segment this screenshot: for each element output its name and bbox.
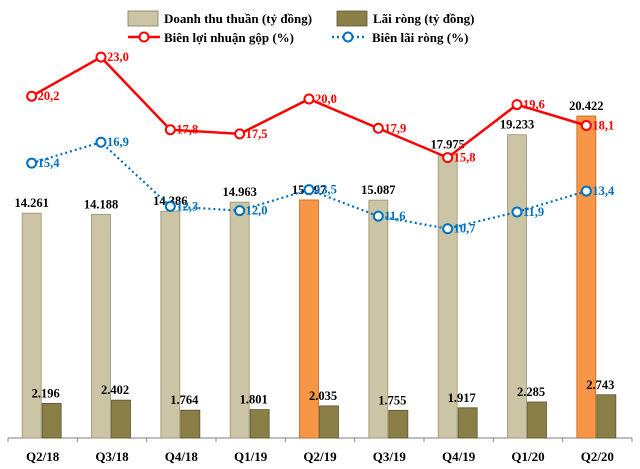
gross-margin-label-q4-19: 15,8 <box>454 151 476 165</box>
net-margin-point-q1-20 <box>511 206 523 218</box>
gross-margin-point-q1-20 <box>511 99 523 111</box>
legend-label-gross-margin: Biên lợi nhuận gộp (%) <box>164 30 294 45</box>
net-margin-label-q3-18: 16,9 <box>107 135 129 149</box>
net-margin-label-q1-20: 11,9 <box>523 205 544 219</box>
net-profit-label-q3-19: 1.755 <box>378 393 406 407</box>
x-tick-q3-18: Q3/18 <box>95 449 129 464</box>
revenue-bars <box>21 115 597 439</box>
gross-margin-label-q2-19: 20,0 <box>315 92 337 106</box>
gross-margin-label-q2-20: 18,1 <box>592 119 614 133</box>
revenue-label-q4-19: 17.975 <box>430 138 464 152</box>
gross-margin-point-q2-19 <box>303 93 315 105</box>
revenue-label-q1-19: 14.963 <box>222 185 256 199</box>
gross-margin-label-q1-20: 19,6 <box>523 98 545 112</box>
gross-margin-label-q4-18: 17,8 <box>176 123 198 137</box>
gross-margin-label-q3-18: 23,0 <box>107 50 129 64</box>
legend-swatch-revenue <box>127 10 159 27</box>
x-tick-q1-19: Q1/19 <box>234 449 268 464</box>
net-profit-bar-q3-18 <box>111 399 131 439</box>
revenue-label-q1-20: 19.233 <box>500 118 534 132</box>
x-tick-q3-19: Q3/19 <box>373 449 407 464</box>
net-margin-label-q4-19: 10,7 <box>454 222 476 236</box>
x-tick-q2-20: Q2/20 <box>581 449 614 464</box>
gross-margin-point-q3-19 <box>372 122 384 134</box>
x-tick-q1-20: Q1/20 <box>511 449 544 464</box>
net-margin-label-q1-19: 12,0 <box>246 204 268 218</box>
net-margin-line <box>31 140 587 230</box>
net-profit-bar-q3-19 <box>388 409 409 439</box>
legend: Doanh thu thuần (tỷ đồng) Lãi ròng (tỷ đồ… <box>127 10 474 45</box>
gross-margin-label-q1-19: 17,5 <box>246 127 268 141</box>
gross-margin-label-q2-18: 20,2 <box>38 89 60 103</box>
x-tick-q2-19: Q2/19 <box>303 449 337 464</box>
net-profit-label-q1-20: 2.285 <box>517 385 545 399</box>
net-profit-bars <box>41 394 617 439</box>
net-profit-label-q4-18: 1.764 <box>170 393 199 407</box>
net-profit-label-q1-19: 1.801 <box>240 393 268 407</box>
gross-margin-point-q4-18 <box>164 124 176 136</box>
revenue-bar-q2-20 <box>576 115 597 439</box>
x-tick-q4-19: Q4/19 <box>442 449 476 464</box>
revenue-bar-q3-19 <box>368 199 389 439</box>
net-margin-label-q4-18: 12,3 <box>176 199 198 213</box>
net-profit-label-q2-18: 2.196 <box>32 386 60 400</box>
revenue-bar-q2-18 <box>21 212 42 439</box>
margin-labels: 20,2 23,0 17,8 17,5 20,0 17,9 15,8 19,6 18,1 15,4… <box>38 50 615 236</box>
net-margin-point-q4-19 <box>442 223 454 235</box>
margin-lines <box>26 51 592 235</box>
net-profit-bar-q1-20 <box>527 401 547 439</box>
legend-label-net-margin: Biên lãi ròng (%) <box>372 30 468 45</box>
net-margin-label-q3-19: 11,6 <box>384 209 405 223</box>
net-profit-bar-q2-20 <box>596 394 617 439</box>
net-profit-label-q4-19: 1.917 <box>448 391 476 405</box>
net-profit-bar-q1-19 <box>249 409 270 439</box>
legend-label-net-profit: Lãi ròng (tỷ đồng) <box>373 11 474 26</box>
gross-margin-point-q1-19 <box>234 128 246 140</box>
x-tick-q2-18: Q2/18 <box>26 449 60 464</box>
net-margin-point-q3-19 <box>372 210 384 222</box>
legend-marker-gross-margin <box>138 31 150 43</box>
net-margin-label-q2-18: 15,4 <box>38 156 61 170</box>
net-profit-bar-q2-19 <box>319 405 339 439</box>
legend-label-revenue: Doanh thu thuần (tỷ đồng) <box>164 11 312 26</box>
revenue-label-q3-19: 15.087 <box>361 183 395 197</box>
x-tick-labels: Q2/18 Q3/18 Q4/18 Q1/19 Q2/19 Q3/19 Q4/19 Q1/20… <box>26 449 614 464</box>
gross-margin-point-q2-20 <box>580 120 592 132</box>
revenue-label-q2-18: 14.261 <box>14 196 48 210</box>
legend-marker-net-margin <box>342 31 354 43</box>
net-margin-point-q2-20 <box>580 185 592 197</box>
revenue-bar-q3-18 <box>91 213 111 439</box>
net-margin-label-q2-20: 13,4 <box>592 184 615 198</box>
net-margin-point-q2-19 <box>303 184 315 196</box>
net-margin-label-q2-19: 13,5 <box>315 183 337 197</box>
net-profit-bar-q4-19 <box>457 407 478 439</box>
net-profit-bar-q4-18 <box>180 409 201 439</box>
net-profit-bar-q2-18 <box>41 402 62 439</box>
revenue-bar-q1-19 <box>229 201 250 439</box>
x-axis <box>7 437 633 442</box>
net-margin-point-q2-18 <box>26 157 38 169</box>
net-margin-point-q1-19 <box>234 205 246 217</box>
legend-swatch-net-profit <box>336 10 368 27</box>
gross-margin-point-q2-18 <box>26 90 38 102</box>
gross-margin-point-q3-18 <box>95 51 107 63</box>
net-profit-label-q2-19: 2.035 <box>309 389 337 403</box>
gross-margin-point-q4-19 <box>442 152 454 164</box>
x-tick-q4-18: Q4/18 <box>165 449 199 464</box>
gross-margin-label-q3-19: 17,9 <box>384 121 406 135</box>
revenue-bar-q2-19 <box>299 199 319 439</box>
net-margin-point-q4-18 <box>164 200 176 212</box>
net-profit-label-q3-18: 2.402 <box>101 383 129 397</box>
net-profit-label-q2-20: 2.743 <box>586 378 614 392</box>
bar-labels: 14.2612.19614.1882.40214.3861.76414.9631… <box>14 99 614 407</box>
revenue-label-q2-20: 20.422 <box>569 99 603 113</box>
net-margin-point-q3-18 <box>95 136 107 148</box>
revenue-label-q3-18: 14.188 <box>84 197 118 211</box>
